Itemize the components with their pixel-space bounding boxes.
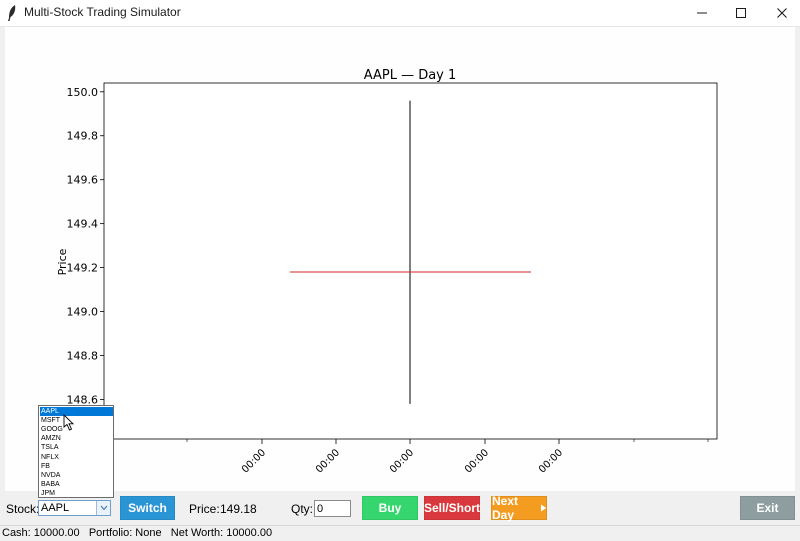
x-tick-label: 00:00 — [240, 447, 268, 475]
y-tick-label: 149.8 — [67, 130, 99, 143]
next-day-button[interactable]: Next Day — [491, 494, 547, 522]
maximize-button[interactable] — [721, 0, 761, 26]
stock-combobox-value: AAPL — [41, 502, 70, 514]
dropdown-option-jpm[interactable]: JPM — [41, 489, 55, 497]
y-axis-label: Price — [56, 248, 69, 275]
sell-short-button[interactable]: Sell/Short — [424, 496, 480, 520]
sell-short-label: Sell/Short — [424, 501, 481, 515]
y-tick-label: 148.6 — [67, 393, 99, 406]
title-bar: Multi-Stock Trading Simulator — [0, 0, 800, 27]
x-tick-label: 00:00 — [314, 447, 342, 475]
y-tick-label: 149.6 — [67, 174, 99, 187]
status-bar: Cash: 10000.00 Portfolio: None Net Worth… — [0, 525, 800, 541]
minimize-button[interactable] — [682, 0, 722, 26]
y-tick-label: 150.0 — [67, 86, 99, 99]
x-tick-label: 00:00 — [537, 447, 565, 475]
qty-input[interactable] — [314, 500, 351, 517]
dropdown-option-baba[interactable]: BABA — [41, 480, 60, 488]
feather-icon — [8, 5, 16, 21]
chart-title: AAPL — Day 1 — [364, 68, 457, 83]
qty-label: Qty: — [291, 502, 314, 516]
control-bar: Stock: AAPL Switch Price: 149.18 Qty: Bu… — [0, 491, 800, 525]
chart-area: AAPL — Day 1 148.6 148.8 149.0 149.2 149.4 14… — [5, 27, 795, 491]
dropdown-option-fb[interactable]: FB — [41, 462, 50, 470]
dropdown-option-tsla[interactable]: TSLA — [41, 444, 59, 452]
y-tick-label: 148.8 — [67, 349, 99, 362]
y-tick-label: 149.0 — [67, 306, 99, 319]
dropdown-option-goog[interactable]: GOOG — [41, 426, 63, 434]
chart-marks — [290, 100, 531, 404]
combobox-arrow-button[interactable] — [96, 501, 110, 515]
y-axis: 148.6 148.8 149.0 149.2 149.4 149.6 149.8 150.0 — [67, 86, 104, 406]
x-axis: 00:00 00:00 00:00 00:00 00:00 — [186, 439, 709, 476]
x-tick-label: 00:00 — [388, 447, 416, 475]
y-tick-label: 149.2 — [67, 262, 99, 275]
buy-button[interactable]: Buy — [362, 496, 418, 520]
price-value: 149.18 — [220, 502, 257, 516]
dropdown-option-aapl[interactable]: AAPL — [40, 407, 113, 416]
y-tick-label: 149.4 — [67, 218, 99, 231]
mouse-cursor-icon — [63, 414, 75, 431]
stock-combobox[interactable]: AAPL — [38, 500, 111, 516]
dropdown-option-msft[interactable]: MSFT — [41, 417, 61, 425]
close-icon — [777, 8, 787, 18]
chevron-down-icon — [100, 505, 107, 511]
dropdown-option-nflx[interactable]: NFLX — [41, 453, 59, 461]
window-title: Multi-Stock Trading Simulator — [24, 5, 181, 19]
maximize-icon — [736, 8, 746, 18]
close-button[interactable] — [762, 0, 800, 26]
stock-label: Stock: — [6, 502, 40, 516]
status-text: Cash: 10000.00 Portfolio: None Net Worth… — [2, 527, 273, 539]
switch-button[interactable]: Switch — [120, 496, 175, 520]
play-arrow-icon — [540, 504, 546, 512]
stock-dropdown-list[interactable]: AAPL MSFT GOOG AMZN TSLA NFLX FB NVDA BABA JPM — [38, 405, 114, 498]
dropdown-option-nvda[interactable]: NVDA — [41, 471, 61, 479]
next-day-label: Next Day — [492, 494, 519, 522]
x-tick-label: 00:00 — [463, 447, 491, 475]
dropdown-option-amzn[interactable]: AMZN — [41, 435, 61, 443]
exit-button[interactable]: Exit — [740, 496, 795, 520]
price-chart: AAPL — Day 1 148.6148.8149.0149.2149.414… — [56, 68, 718, 476]
minimize-icon — [697, 12, 707, 14]
price-label: Price: — [189, 502, 220, 516]
